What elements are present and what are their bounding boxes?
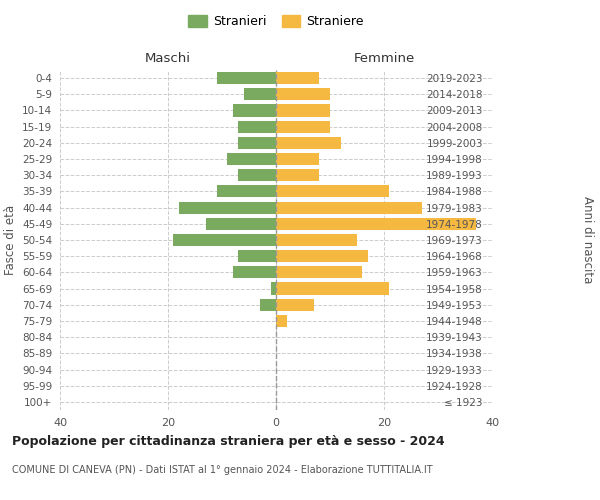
Bar — [276, 315, 287, 327]
Bar — [276, 298, 314, 311]
Bar — [227, 153, 276, 165]
Text: COMUNE DI CANEVA (PN) - Dati ISTAT al 1° gennaio 2024 - Elaborazione TUTTITALIA.: COMUNE DI CANEVA (PN) - Dati ISTAT al 1°… — [12, 465, 433, 475]
Bar — [233, 266, 276, 278]
Bar — [206, 218, 276, 230]
Text: Maschi: Maschi — [145, 52, 191, 65]
Bar — [276, 88, 330, 101]
Bar — [217, 72, 276, 84]
Bar — [276, 266, 362, 278]
Bar — [276, 234, 357, 246]
Bar — [276, 153, 319, 165]
Y-axis label: Fasce di età: Fasce di età — [4, 205, 17, 275]
Bar — [238, 137, 276, 149]
Bar — [276, 104, 330, 117]
Bar — [276, 186, 389, 198]
Bar — [217, 186, 276, 198]
Bar — [276, 169, 319, 181]
Bar — [271, 282, 276, 294]
Bar — [238, 250, 276, 262]
Bar — [238, 120, 276, 132]
Bar — [276, 202, 422, 213]
Bar — [244, 88, 276, 101]
Bar — [238, 169, 276, 181]
Bar — [276, 250, 368, 262]
Bar — [260, 298, 276, 311]
Bar — [173, 234, 276, 246]
Bar — [276, 137, 341, 149]
Bar — [233, 104, 276, 117]
Legend: Stranieri, Straniere: Stranieri, Straniere — [184, 11, 368, 32]
Bar — [276, 72, 319, 84]
Bar — [179, 202, 276, 213]
Text: Anni di nascita: Anni di nascita — [581, 196, 594, 284]
Bar — [276, 218, 476, 230]
Bar — [276, 282, 389, 294]
Text: Popolazione per cittadinanza straniera per età e sesso - 2024: Popolazione per cittadinanza straniera p… — [12, 435, 445, 448]
Bar — [276, 120, 330, 132]
Text: Femmine: Femmine — [353, 52, 415, 65]
